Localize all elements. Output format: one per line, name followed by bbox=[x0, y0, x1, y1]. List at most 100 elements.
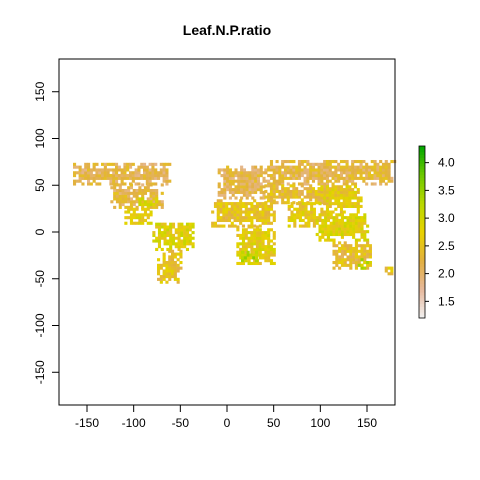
heatmap-cell bbox=[354, 241, 358, 245]
heatmap-cell bbox=[328, 159, 332, 164]
heatmap-cell bbox=[103, 165, 107, 169]
heatmap-cell bbox=[300, 189, 304, 194]
legend-swatch bbox=[419, 295, 425, 299]
heatmap-cell bbox=[169, 242, 173, 246]
heatmap-cell bbox=[352, 255, 356, 259]
heatmap-cell bbox=[115, 179, 119, 183]
heatmap-cell bbox=[165, 280, 169, 284]
heatmap-cell bbox=[247, 218, 251, 223]
legend-tick-label: 3.5 bbox=[438, 183, 455, 197]
heatmap-cell bbox=[244, 210, 248, 214]
heatmap-cell bbox=[135, 216, 139, 220]
heatmap-cell bbox=[329, 238, 333, 242]
heatmap-cell bbox=[132, 207, 136, 211]
legend-swatch bbox=[419, 269, 425, 273]
heatmap-cell bbox=[160, 183, 164, 187]
heatmap-cell bbox=[334, 196, 338, 200]
heatmap-cell bbox=[259, 196, 263, 200]
heatmap-cell bbox=[162, 179, 166, 183]
heatmap-cell bbox=[244, 231, 248, 235]
heatmap-cell bbox=[360, 227, 364, 231]
heatmap-cell bbox=[123, 171, 127, 175]
heatmap-cell bbox=[115, 194, 120, 198]
heatmap-cell bbox=[359, 171, 363, 175]
heatmap-cell bbox=[173, 252, 177, 256]
heatmap-cell bbox=[239, 221, 243, 225]
heatmap-cell bbox=[340, 252, 344, 256]
heatmap-cell bbox=[300, 171, 304, 175]
heatmap-cell bbox=[236, 210, 240, 214]
heatmap-cell bbox=[222, 210, 226, 214]
heatmap-cell bbox=[138, 200, 142, 204]
heatmap-cell bbox=[101, 176, 105, 180]
heatmap-cell bbox=[362, 176, 366, 180]
heatmap-cell bbox=[353, 182, 358, 186]
heatmap-cell bbox=[245, 176, 249, 180]
heatmap-cell bbox=[360, 224, 364, 228]
heatmap-cell bbox=[267, 210, 271, 214]
heatmap-cell bbox=[250, 231, 254, 235]
heatmap-cell bbox=[129, 216, 134, 220]
heatmap-cell bbox=[387, 168, 391, 172]
heatmap-cell bbox=[258, 216, 262, 220]
heatmap-cell bbox=[244, 233, 248, 237]
heatmap-cell bbox=[356, 171, 360, 175]
heatmap-cell bbox=[306, 168, 310, 172]
heatmap-cell bbox=[286, 189, 290, 194]
heatmap-cell bbox=[135, 188, 139, 193]
heatmap-cell bbox=[106, 162, 110, 166]
heatmap-cell bbox=[258, 231, 262, 235]
heatmap-cell bbox=[317, 195, 321, 199]
heatmap-cell bbox=[363, 244, 367, 248]
legend-tick-label: 4.0 bbox=[438, 156, 455, 170]
heatmap-cell bbox=[148, 174, 152, 178]
heatmap-cell bbox=[242, 185, 246, 189]
heatmap-cell bbox=[335, 213, 339, 217]
heatmap-cell bbox=[234, 168, 238, 172]
heatmap-cell bbox=[234, 190, 238, 194]
heatmap-cell bbox=[183, 239, 187, 243]
heatmap-cell bbox=[332, 224, 336, 228]
heatmap-cell bbox=[287, 218, 291, 223]
heatmap-cell bbox=[241, 236, 246, 240]
heatmap-cell bbox=[180, 228, 184, 232]
heatmap-cell bbox=[267, 182, 271, 186]
heatmap-cell bbox=[240, 185, 244, 189]
heatmap-cell bbox=[323, 176, 327, 180]
heatmap-cell bbox=[213, 204, 218, 208]
heatmap-cell bbox=[89, 174, 93, 178]
legend-swatch bbox=[419, 275, 425, 279]
legend-swatch bbox=[419, 286, 425, 290]
heatmap-cell bbox=[236, 213, 240, 217]
heatmap-cell bbox=[143, 207, 148, 211]
heatmap-cell bbox=[219, 210, 223, 214]
heatmap-cell bbox=[73, 179, 77, 183]
heatmap-cell bbox=[379, 171, 383, 175]
heatmap-cell bbox=[349, 244, 353, 248]
heatmap-cell bbox=[254, 168, 258, 172]
legend-swatch bbox=[419, 174, 425, 178]
heatmap-cell bbox=[219, 224, 223, 228]
heatmap-cell bbox=[261, 245, 265, 249]
heatmap-cell bbox=[343, 263, 347, 267]
heatmap-cell bbox=[160, 233, 164, 237]
heatmap-cell bbox=[338, 218, 342, 223]
heatmap-cell bbox=[290, 202, 294, 206]
heatmap-cell bbox=[297, 182, 302, 186]
heatmap-cell bbox=[346, 230, 350, 234]
heatmap-cell bbox=[131, 179, 135, 183]
heatmap-cell bbox=[272, 261, 276, 266]
heatmap-cell bbox=[106, 174, 110, 178]
heatmap-cell bbox=[323, 199, 327, 203]
heatmap-cell bbox=[325, 174, 330, 178]
heatmap-cell bbox=[141, 207, 145, 211]
heatmap-cell bbox=[146, 203, 150, 207]
heatmap-cell bbox=[300, 162, 304, 166]
heatmap-cell bbox=[334, 193, 338, 197]
heatmap-cell bbox=[314, 198, 318, 202]
heatmap-cell bbox=[166, 242, 170, 246]
heatmap-cell bbox=[348, 174, 352, 178]
heatmap-cell bbox=[171, 225, 176, 229]
heatmap-cell bbox=[337, 174, 341, 178]
heatmap-cell bbox=[247, 256, 251, 260]
